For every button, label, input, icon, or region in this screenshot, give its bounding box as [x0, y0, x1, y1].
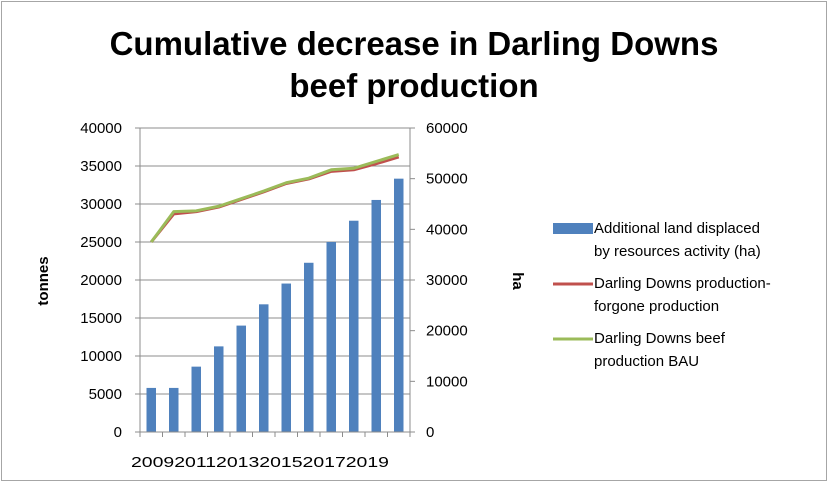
- chart-title-line-1: Cumulative decrease in Darling Downs: [110, 25, 719, 62]
- bar-series: [146, 178, 404, 432]
- bar: [304, 262, 314, 432]
- bar: [191, 366, 201, 432]
- right-tick-label: 30000: [426, 272, 468, 289]
- legend-label: production BAU: [594, 353, 699, 370]
- bar: [259, 304, 269, 432]
- legend-label: Darling Downs production-: [594, 275, 771, 292]
- series-line: [150, 155, 400, 243]
- left-tick-label: 30000: [80, 196, 122, 213]
- legend-label: Additional land displaced: [594, 220, 760, 237]
- legend-label: forgone production: [594, 298, 719, 315]
- gridlines: [140, 127, 410, 395]
- axes: [135, 127, 415, 437]
- right-tick-label: 10000: [426, 373, 468, 390]
- legend: Additional land displaced by resources ac…: [553, 220, 771, 370]
- line-series: [150, 153, 400, 243]
- left-tick-label: 15000: [80, 310, 122, 327]
- right-tick-label: 20000: [426, 323, 468, 340]
- tick-labels: 0 5000 10000 15000 20000 25000 30000 35000 40000…: [80, 120, 467, 471]
- x-tick-labels: 200920112013201520172019: [131, 454, 389, 471]
- left-axis-label: tonnes: [35, 256, 52, 305]
- legend-label: by resources activity (ha): [594, 243, 761, 260]
- bar: [394, 178, 404, 432]
- bar: [236, 325, 246, 432]
- left-tick-label: 0: [114, 424, 122, 441]
- bar: [326, 242, 336, 432]
- right-tick-label: 50000: [426, 171, 468, 188]
- bar: [371, 199, 381, 432]
- series-line: [150, 153, 400, 243]
- legend-label: Darling Downs beef: [594, 330, 726, 347]
- chart-title-line-2: beef production: [289, 67, 538, 104]
- left-tick-label: 5000: [89, 386, 122, 403]
- left-tick-label: 40000: [80, 120, 122, 137]
- right-tick-label: 40000: [426, 221, 468, 238]
- bar: [146, 387, 156, 432]
- bar: [349, 220, 359, 432]
- bar: [214, 346, 224, 432]
- left-tick-label: 20000: [80, 272, 122, 289]
- bar: [169, 387, 179, 432]
- bar: [281, 283, 291, 432]
- right-tick-label: 60000: [426, 120, 468, 137]
- right-tick-label: 0: [426, 424, 434, 441]
- left-tick-label: 25000: [80, 234, 122, 251]
- legend-swatch-bar: [553, 223, 593, 234]
- left-tick-label: 35000: [80, 158, 122, 175]
- right-axis-label: ha: [509, 272, 526, 290]
- left-tick-label: 10000: [80, 348, 122, 365]
